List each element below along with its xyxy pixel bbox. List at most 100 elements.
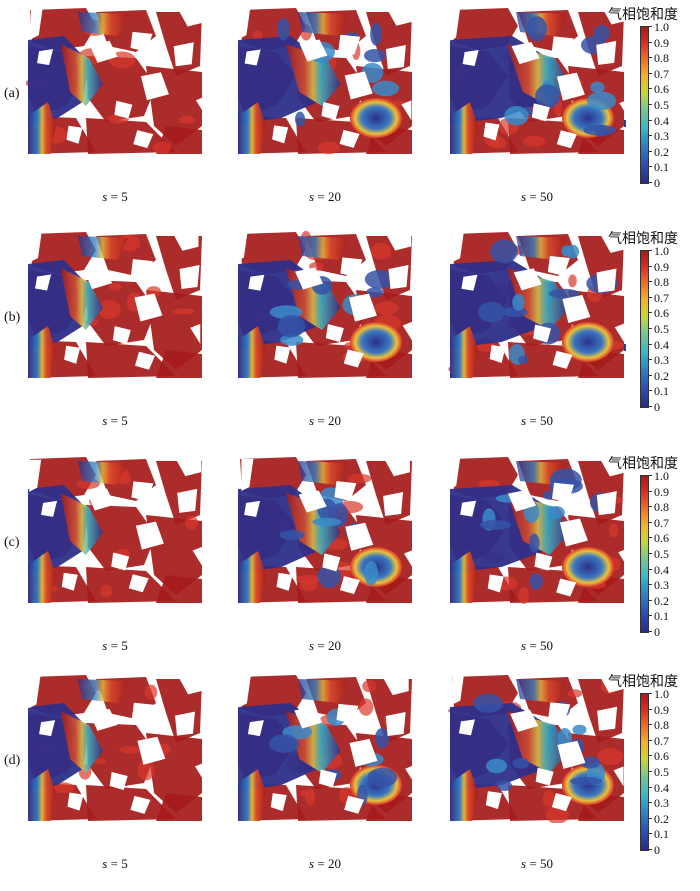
colorbar-tick-mark bbox=[648, 390, 652, 392]
colorbar-tick-mark bbox=[648, 57, 652, 59]
colorbar-tick-label: 0.1 bbox=[654, 160, 669, 175]
saturation-field-image bbox=[26, 6, 204, 156]
saturation-field-image bbox=[448, 230, 626, 380]
panel-caption: s = 20 bbox=[236, 856, 414, 872]
panel-caption-symbol: s bbox=[309, 856, 315, 871]
colorbar-tick-mark bbox=[648, 786, 652, 788]
panel-caption-symbol: s bbox=[309, 638, 315, 653]
porous-medium-render bbox=[238, 675, 414, 821]
panel-caption-symbol: s bbox=[309, 413, 315, 428]
panel-caption-symbol: s bbox=[102, 856, 108, 871]
panel-caption: s = 50 bbox=[448, 413, 626, 429]
colorbar-tick-mark bbox=[648, 771, 652, 772]
colorbar-tick-mark bbox=[648, 755, 652, 757]
panel-caption-value: = 50 bbox=[526, 638, 553, 653]
porous-medium-render bbox=[28, 457, 203, 603]
colorbar-gradient bbox=[640, 693, 649, 851]
saturation-field-image bbox=[448, 455, 626, 605]
colorbar-tick-label: 0.4 bbox=[654, 780, 669, 795]
colorbar-tick-label: 0.3 bbox=[654, 129, 669, 144]
panel-caption-symbol: s bbox=[521, 638, 527, 653]
colorbar-tick-mark bbox=[648, 104, 652, 105]
colorbar-title: 气相饱和度 bbox=[608, 231, 678, 247]
panel-caption-symbol: s bbox=[102, 189, 108, 204]
colorbar-tick-label: 0.9 bbox=[654, 259, 669, 274]
colorbar-title: 气相饱和度 bbox=[608, 456, 678, 472]
panel-caption-value: = 20 bbox=[314, 856, 341, 871]
row-label: (a) bbox=[4, 86, 20, 101]
porous-medium-render bbox=[448, 673, 625, 823]
panel-caption-symbol: s bbox=[309, 189, 315, 204]
saturation-field-image bbox=[236, 230, 414, 380]
panel-caption: s = 5 bbox=[26, 413, 204, 429]
colorbar-tick-label: 0.9 bbox=[654, 484, 669, 499]
colorbar-tick-mark bbox=[648, 72, 652, 74]
panel-caption: s = 50 bbox=[448, 856, 626, 872]
panel-caption-value: = 20 bbox=[314, 413, 341, 428]
porous-medium-render bbox=[448, 230, 626, 378]
panel-caption-symbol: s bbox=[521, 189, 527, 204]
porous-medium-render bbox=[238, 7, 413, 155]
colorbar-tick-label: 0 bbox=[654, 176, 660, 190]
colorbar-tick-mark bbox=[648, 506, 652, 508]
colorbar-tick-mark bbox=[648, 343, 652, 345]
panel-caption: s = 5 bbox=[26, 638, 204, 654]
colorbar-tick-mark bbox=[648, 281, 652, 283]
panel-caption-symbol: s bbox=[521, 856, 527, 871]
colorbar-tick-label: 0.2 bbox=[654, 593, 669, 608]
panel-caption: s = 20 bbox=[236, 638, 414, 654]
colorbar-tick-label: 0.1 bbox=[654, 609, 669, 624]
colorbar-tick-mark bbox=[648, 296, 652, 298]
colorbar-title: 气相饱和度 bbox=[608, 7, 678, 23]
colorbar-tick-mark bbox=[648, 817, 652, 819]
colorbar-tick-label: 0.4 bbox=[654, 562, 669, 577]
colorbar-tick-mark bbox=[648, 568, 652, 570]
colorbar-tick-label: 0.8 bbox=[654, 51, 669, 66]
colorbar-tick-mark bbox=[648, 802, 652, 804]
colorbar-gradient bbox=[640, 250, 649, 408]
colorbar-tick-mark bbox=[648, 88, 652, 90]
panel-caption-value: = 20 bbox=[314, 638, 341, 653]
colorbar-tick-mark bbox=[648, 553, 652, 554]
colorbar-tick-label: 0 bbox=[654, 625, 660, 639]
colorbar-tick-mark bbox=[648, 328, 652, 329]
porous-medium-render bbox=[28, 230, 202, 378]
panel-caption-value: = 50 bbox=[526, 413, 553, 428]
porous-medium-render bbox=[236, 230, 413, 378]
colorbar-tick-mark bbox=[648, 250, 652, 251]
panel-caption-value: = 20 bbox=[314, 189, 341, 204]
panel-caption: s = 5 bbox=[26, 189, 204, 205]
row-label: (c) bbox=[4, 535, 20, 550]
colorbar-tick-label: 0.4 bbox=[654, 337, 669, 352]
colorbar-tick-label: 0.2 bbox=[654, 368, 669, 383]
colorbar-tick-mark bbox=[648, 631, 652, 632]
colorbar-tick-mark bbox=[648, 166, 652, 168]
saturation-field-image bbox=[448, 6, 626, 156]
colorbar-tick-label: 0.6 bbox=[654, 82, 669, 97]
colorbar-tick-mark bbox=[648, 135, 652, 137]
panel-caption-value: = 5 bbox=[107, 189, 128, 204]
colorbar-tick-label: 1.0 bbox=[654, 469, 669, 483]
colorbar-tick-label: 1.0 bbox=[654, 20, 669, 34]
saturation-field-image bbox=[236, 455, 414, 605]
saturation-field-image bbox=[26, 673, 204, 823]
porous-medium-render bbox=[448, 6, 626, 154]
saturation-field-image bbox=[26, 455, 204, 605]
row-label: (b) bbox=[4, 310, 21, 325]
panel-caption-symbol: s bbox=[102, 638, 108, 653]
colorbar-tick-label: 0.5 bbox=[654, 98, 669, 112]
colorbar-tick-label: 0.5 bbox=[654, 765, 669, 779]
panel-caption: s = 50 bbox=[448, 638, 626, 654]
colorbar-title: 气相饱和度 bbox=[608, 674, 678, 690]
colorbar-tick-label: 0.3 bbox=[654, 796, 669, 811]
colorbar-tick-label: 0.9 bbox=[654, 702, 669, 717]
colorbar-tick-mark bbox=[648, 537, 652, 539]
colorbar-tick-mark bbox=[648, 119, 652, 121]
saturation-field-image bbox=[448, 673, 626, 823]
porous-medium-render bbox=[28, 675, 204, 821]
colorbar-tick-label: 0.5 bbox=[654, 547, 669, 561]
